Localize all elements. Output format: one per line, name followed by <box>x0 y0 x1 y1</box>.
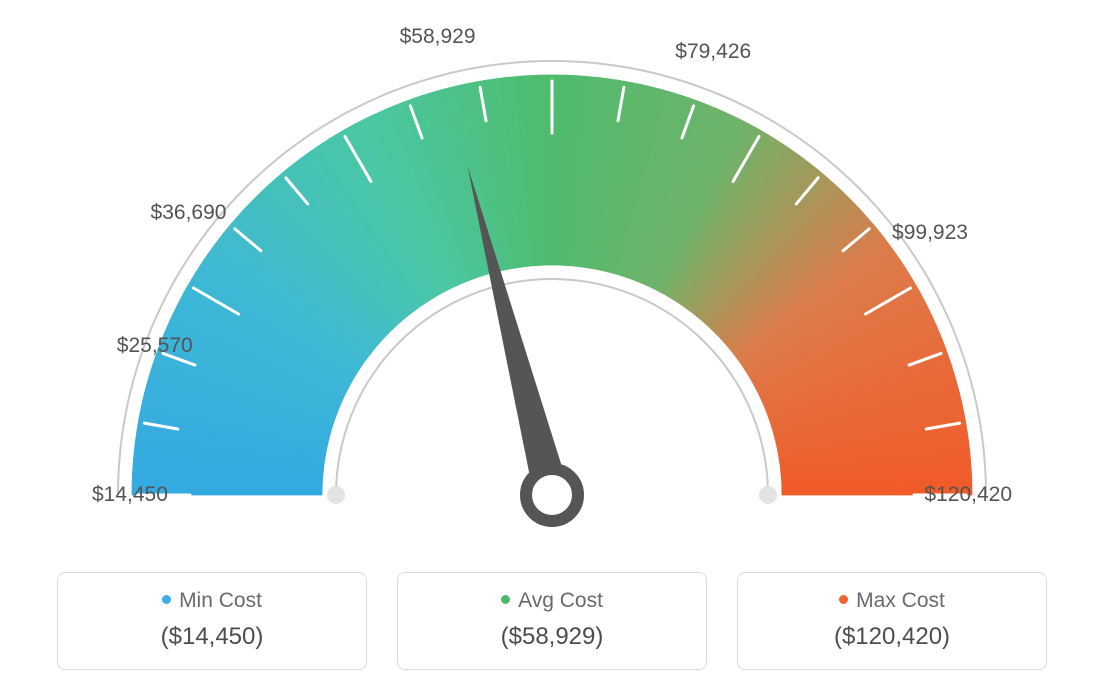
legend-title-max: Max Cost <box>738 589 1046 613</box>
dot-icon <box>162 595 171 604</box>
legend-title-text: Avg Cost <box>518 589 603 612</box>
cost-gauge-chart: $14,450 $25,570 $36,690 $58,929 $79,426 $99,9… <box>0 0 1104 690</box>
scale-label: $14,450 <box>92 483 168 507</box>
legend-card-avg: Avg Cost ($58,929) <box>397 572 707 670</box>
dot-icon <box>501 595 510 604</box>
legend-value-avg: ($58,929) <box>398 623 706 651</box>
scale-label: $79,426 <box>675 40 751 64</box>
legend-card-min: Min Cost ($14,450) <box>57 572 367 670</box>
scale-label: $36,690 <box>151 201 227 225</box>
scale-label: $120,420 <box>924 483 1012 507</box>
legend-value-min: ($14,450) <box>58 623 366 651</box>
legend-title-text: Min Cost <box>179 589 262 612</box>
legend-title-avg: Avg Cost <box>398 589 706 613</box>
gauge-area: $14,450 $25,570 $36,690 $58,929 $79,426 $99,9… <box>0 0 1104 540</box>
scale-label: $58,929 <box>400 25 476 49</box>
scale-label: $99,923 <box>892 221 968 245</box>
legend-title-text: Max Cost <box>856 589 945 612</box>
dot-icon <box>839 595 848 604</box>
legend-title-min: Min Cost <box>58 589 366 613</box>
legend-card-max: Max Cost ($120,420) <box>737 572 1047 670</box>
legend-row: Min Cost ($14,450) Avg Cost ($58,929) Ma… <box>0 572 1104 670</box>
legend-value-max: ($120,420) <box>738 623 1046 651</box>
scale-label: $25,570 <box>117 334 193 358</box>
